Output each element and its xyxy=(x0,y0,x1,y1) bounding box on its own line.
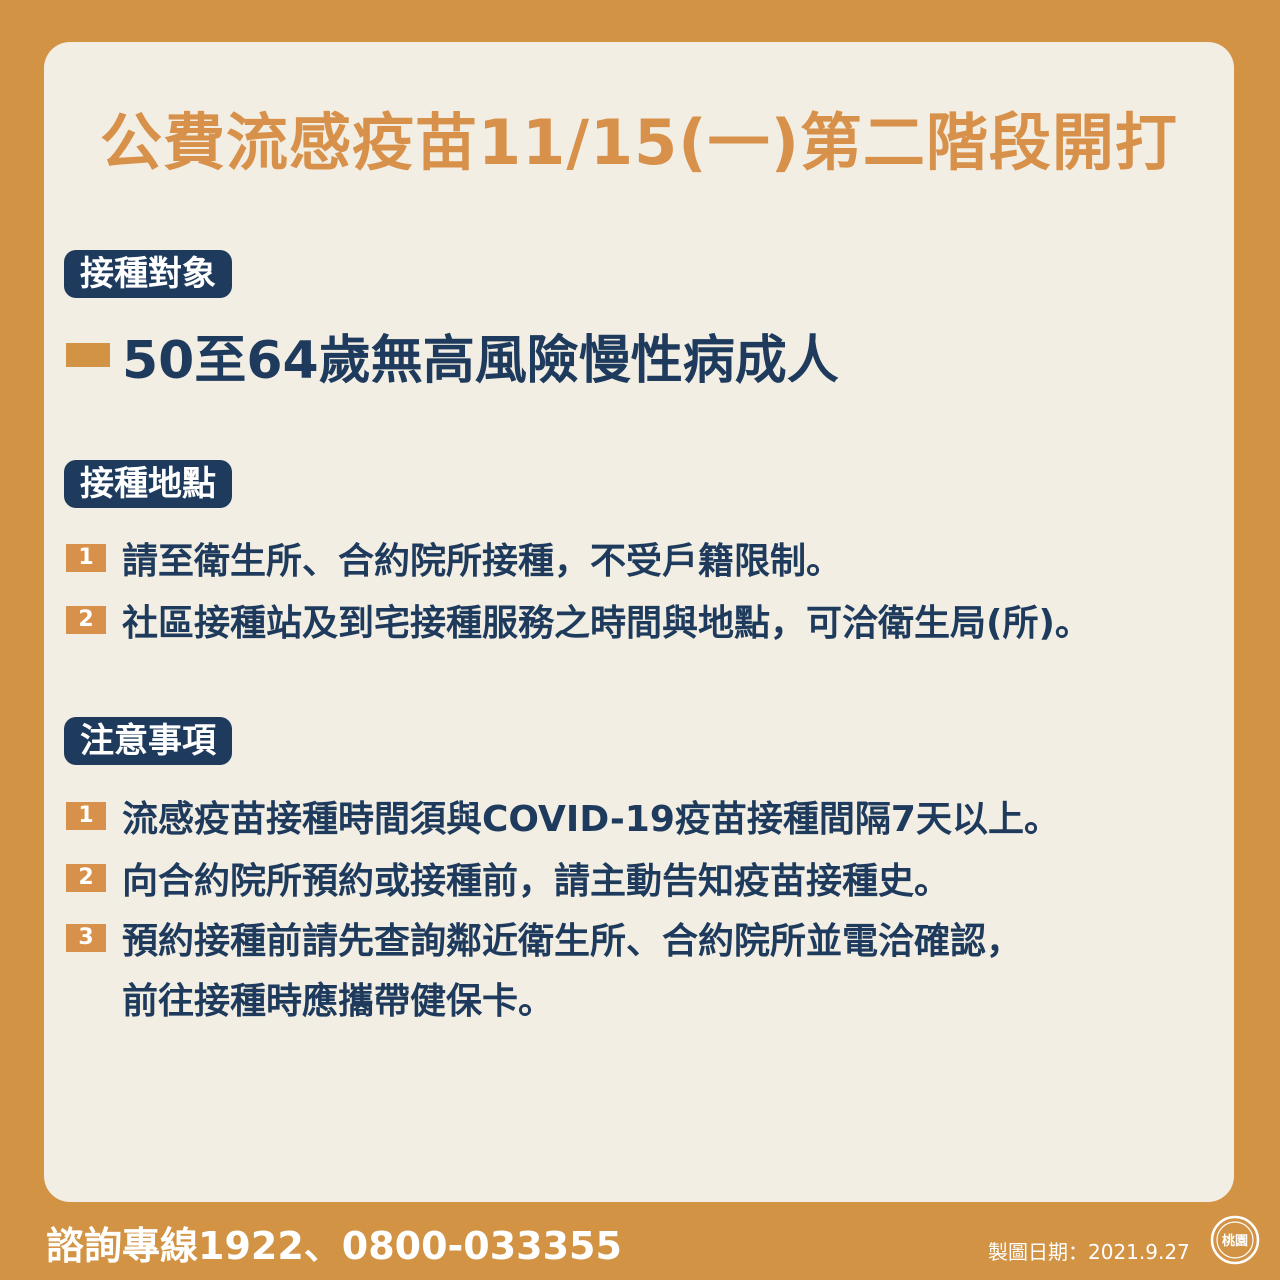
hotline-text: 諮詢專線1922、0800-033355 xyxy=(46,1224,622,1268)
taoyuan-seal-icon: 桃園 xyxy=(1210,1215,1260,1265)
location-item-2: 2 社區接種站及到宅接種服務之時間與地點，可洽衛生局(所)。 xyxy=(66,594,1091,646)
item-number-badge: 3 xyxy=(66,924,106,952)
section-tag-target: 接種對象 xyxy=(64,250,232,298)
bullet-bar xyxy=(66,343,110,367)
item-number-badge: 1 xyxy=(66,544,106,572)
section-tag-location: 接種地點 xyxy=(64,460,232,508)
location-item-text: 社區接種站及到宅接種服務之時間與地點，可洽衛生局(所)。 xyxy=(122,603,1091,644)
seal-label: 桃園 xyxy=(1222,1233,1248,1249)
poster-card: 公費流感疫苗11/15(一)第二階段開打 接種對象 50至64歲無高風險慢性病成… xyxy=(44,42,1234,1202)
notes-item-text: 預約接種前請先查詢鄰近衛生所、合約院所並電洽確認， xyxy=(122,921,1023,962)
item-number-badge: 2 xyxy=(66,606,106,634)
notes-item-3-continuation: 前往接種時應攜帶健保卡。 xyxy=(122,981,555,1022)
section-tag-notes: 注意事項 xyxy=(64,717,232,765)
location-item-text: 請至衛生所、合約院所接種，不受戶籍限制。 xyxy=(122,541,843,582)
notes-item-2: 2 向合約院所預約或接種前，請主動告知疫苗接種史。 xyxy=(66,852,950,904)
target-line: 50至64歲無高風險慢性病成人 xyxy=(66,325,839,391)
item-number-badge: 2 xyxy=(66,864,106,892)
production-date: 製圖日期：2021.9.27 xyxy=(988,1240,1190,1264)
target-text: 50至64歲無高風險慢性病成人 xyxy=(122,330,839,391)
notes-item-text: 向合約院所預約或接種前，請主動告知疫苗接種史。 xyxy=(122,861,951,902)
notes-item-3: 3 預約接種前請先查詢鄰近衛生所、合約院所並電洽確認， xyxy=(66,912,1022,964)
poster-title: 公費流感疫苗11/15(一)第二階段開打 xyxy=(100,106,1178,179)
notes-item-1: 1 流感疫苗接種時間須與COVID-19疫苗接種間隔7天以上。 xyxy=(66,790,1060,842)
notes-item-text: 流感疫苗接種時間須與COVID-19疫苗接種間隔7天以上。 xyxy=(122,799,1060,840)
location-item-1: 1 請至衛生所、合約院所接種，不受戶籍限制。 xyxy=(66,532,842,584)
item-number-badge: 1 xyxy=(66,802,106,830)
